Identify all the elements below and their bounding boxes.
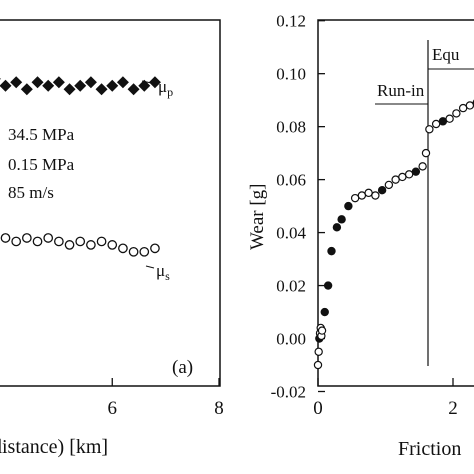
mu-s-point — [54, 236, 64, 247]
mu-p-point — [127, 83, 140, 96]
legend-mu-p: μp — [158, 77, 173, 99]
annotation-pressure: 34.5 MPa — [8, 125, 75, 144]
wear-point — [364, 188, 373, 198]
panel-b-y-tick-label: -0.02 — [271, 383, 306, 402]
mu-s-point — [64, 240, 75, 250]
panel-a-marks — [0, 76, 161, 257]
wear-point — [452, 109, 461, 118]
mu-p-point — [148, 76, 161, 89]
mu-s-point — [11, 236, 22, 247]
mu-s-point — [107, 240, 118, 250]
annotation-speed: 85 m/s — [8, 183, 54, 202]
mu-s-point — [22, 233, 32, 243]
mu-s-leader — [145, 265, 155, 269]
wear-point — [357, 191, 367, 200]
wear-point — [411, 167, 421, 176]
panel-b-y-tick-label: 0.02 — [276, 277, 306, 296]
wear-point — [421, 148, 431, 158]
wear-point — [350, 193, 360, 203]
wear-point — [431, 119, 441, 129]
panel-b-frame — [317, 19, 474, 387]
mu-p-point — [95, 83, 108, 96]
wear-point — [320, 307, 329, 317]
legend-mu-s: μs — [156, 261, 170, 283]
wear-point — [344, 201, 353, 211]
wear-point — [404, 170, 414, 179]
mu-s-point — [150, 243, 160, 254]
wear-point — [314, 347, 323, 356]
panel-a-label: (a) — [172, 357, 193, 378]
wear-point — [371, 191, 380, 200]
mu-p-point — [74, 79, 87, 92]
mu-s-point — [43, 233, 54, 243]
panel-b-y-tick-label: 0.00 — [276, 330, 306, 349]
mu-p-point — [31, 76, 44, 89]
panel-b-y-tick-label: 0.06 — [276, 171, 306, 190]
mu-p-point — [84, 76, 97, 89]
panel-a-x-tick-label: 8 — [214, 398, 224, 419]
mu-p-point — [116, 76, 129, 89]
panel-b-y-axis-label: Wear [g] — [247, 183, 268, 250]
mu-p-point — [63, 83, 76, 96]
panel-b-y-tick-label: 0.08 — [276, 118, 306, 137]
wear-point — [398, 172, 407, 182]
panel-b-x-axis-label: Friction — [398, 438, 461, 460]
mu-p-point — [0, 79, 12, 92]
mu-s-point — [0, 233, 11, 243]
panel-b-x-tick-label: 2 — [448, 398, 458, 419]
mu-p-point — [138, 79, 151, 92]
wear-point — [438, 117, 448, 126]
wear-point — [458, 103, 468, 113]
panel-b-ticks: 0.12 0.10 0.08 0.06 0.04 0.02 0.00 -0.02 0 2 — [271, 12, 458, 419]
panel-a-x-axis-label: distance) [km] — [0, 436, 108, 458]
mu-p-point — [10, 76, 23, 89]
region-run-in-label: Run-in — [377, 81, 425, 100]
mu-s-point — [118, 243, 128, 254]
panel-b-x-tick-label: 0 — [313, 398, 323, 419]
mu-s-point — [86, 240, 96, 250]
wear-point — [377, 186, 387, 195]
mu-s-point — [128, 246, 139, 257]
wear-point — [332, 223, 342, 232]
panel-b-marks — [313, 99, 474, 370]
panel-a-x-tick-label: 6 — [108, 398, 118, 419]
wear-point — [337, 215, 346, 224]
panel-a-frame — [0, 19, 221, 387]
wear-point — [465, 101, 474, 110]
panel-b-y-tick-label: 0.12 — [276, 12, 306, 31]
mu-s-point — [139, 246, 150, 257]
mu-p-point — [20, 83, 33, 96]
mu-s-point — [32, 236, 43, 247]
panel-b: 0.12 0.10 0.08 0.06 0.04 0.02 0.00 -0.02 0 2 Run-… — [247, 12, 474, 460]
mu-p-leader — [141, 80, 157, 85]
mu-p-point — [52, 76, 65, 89]
annotation-pressure-2: 0.15 MPa — [8, 155, 75, 174]
wear-point — [384, 180, 394, 190]
panel-b-y-tick-label: 0.10 — [276, 65, 306, 84]
mu-s-point — [75, 236, 86, 247]
wear-point — [445, 114, 454, 123]
wear-point — [323, 281, 333, 290]
mu-s-point — [96, 236, 107, 247]
wear-point — [313, 360, 323, 370]
region-equilibrium-label: Equ — [432, 45, 460, 64]
mu-p-point — [42, 79, 55, 92]
panel-b-y-tick-label: 0.04 — [276, 224, 306, 243]
wear-point — [418, 162, 427, 171]
wear-point — [391, 175, 400, 184]
wear-point — [327, 246, 336, 256]
wear-point — [317, 326, 327, 335]
mu-p-point — [0, 77, 1, 80]
mu-p-point — [106, 79, 119, 92]
wear-point — [425, 125, 434, 134]
